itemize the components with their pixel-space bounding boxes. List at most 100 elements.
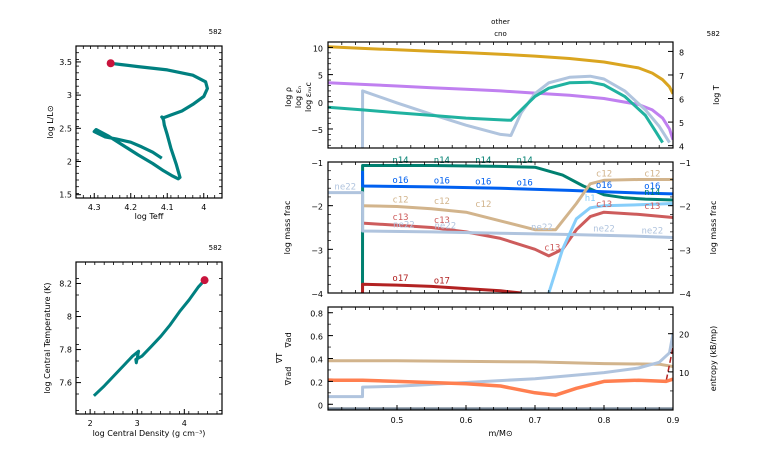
y-tick-label-left: −3 <box>311 246 323 255</box>
line-label-o16: o16 <box>644 182 660 192</box>
series-log-rho <box>328 81 673 141</box>
series-o16 <box>361 170 673 196</box>
y-tick-label: 3 <box>67 91 72 100</box>
line-label-ne22: ne22 <box>393 220 415 230</box>
y-tick-label: 7.6 <box>59 379 72 388</box>
y-axis-title-left: log mass frac <box>283 201 292 255</box>
series-logT <box>328 45 673 95</box>
y-axis-title-right: log T <box>712 85 721 105</box>
axes-frame <box>327 161 674 294</box>
panel-title-other: other <box>491 18 510 26</box>
y-tick-label: 7.8 <box>59 346 72 355</box>
current-model-marker <box>106 59 115 68</box>
profile-top-panel: −5 0 5 10 4 5 6 7 8 other cno 582 log ρ log εₙ log εₙᵤ… <box>284 18 721 152</box>
line-label-c13: c13 <box>434 216 450 226</box>
model-number: 582 <box>209 28 222 36</box>
x-tick-label: 2 <box>88 419 93 428</box>
axes-frame <box>327 41 674 149</box>
series-c13 <box>362 210 673 258</box>
y-tick-label-right: 5 <box>679 119 684 128</box>
x-tick-label: 0.6 <box>460 416 473 425</box>
line-label-ne22: ne22 <box>531 223 553 233</box>
x-tick-label: 4 <box>182 419 187 428</box>
series-log-eps_nuc <box>361 74 671 148</box>
y-axis-title-left: ∇T <box>275 353 284 364</box>
y-tick-label: 1.5 <box>59 191 72 200</box>
y-tick-label-left: 0.4 <box>310 356 323 365</box>
y-tick-label-right: −3 <box>679 246 691 255</box>
line-label-c13: c13 <box>392 213 408 223</box>
x-axis-title: m/M⊙ <box>488 429 512 438</box>
central-track-line <box>92 279 206 397</box>
line-label-o16: o16 <box>596 181 612 191</box>
y-tick-label-right: 6 <box>679 96 684 105</box>
y-tick-label: 3.5 <box>59 58 72 67</box>
line-label-n14: n14 <box>434 156 450 166</box>
y-tick-label-right: 10 <box>679 369 689 378</box>
y-tick-label: 2.5 <box>59 124 72 133</box>
current-model-marker <box>200 276 209 285</box>
y-tick-label: 8 <box>67 313 72 322</box>
model-number: 582 <box>707 30 720 38</box>
line-label-ne22: ne22 <box>641 226 663 236</box>
x-tick-label: 0.9 <box>667 416 680 425</box>
line-label-o16: o16 <box>434 177 450 187</box>
y-tick-label-left: 5 <box>318 72 323 81</box>
line-label-c13: c13 <box>544 244 560 254</box>
y-tick-label-left: 0 <box>318 99 323 108</box>
y-axis-title-left: ∇ad <box>284 332 293 348</box>
y-axis-title-right: log mass frac <box>709 201 718 255</box>
y-axis-title-left: ∇rad <box>284 367 293 387</box>
y-axis-title: log Central Temperature (K) <box>43 282 52 393</box>
y-axis-title-left: log ρ <box>284 87 293 107</box>
line-label-o16: o16 <box>475 178 491 188</box>
y-tick-label-left: −2 <box>311 203 323 212</box>
y-axis-title-left: log εₙ <box>294 86 303 108</box>
y-tick-label-left: 10 <box>313 44 323 53</box>
y-tick-label-right: −4 <box>679 290 691 299</box>
axes-frame <box>327 306 674 411</box>
axes-frame <box>75 261 223 415</box>
line-label-ne22: ne22 <box>593 225 615 235</box>
x-tick-label: 4.1 <box>161 203 174 212</box>
line-label-c12: c12 <box>434 197 450 207</box>
series-log-eps_h <box>328 80 664 144</box>
model-number: 582 <box>209 244 222 252</box>
series-grad_ad <box>328 359 673 368</box>
series-h1 <box>547 202 673 293</box>
axes-frame <box>75 45 223 199</box>
x-tick-label: 0.5 <box>391 416 404 425</box>
line-label-c13: c13 <box>644 202 660 212</box>
y-tick-label-left: −1 <box>311 159 323 168</box>
line-label-c12: c12 <box>596 169 612 179</box>
hr-diagram: 4.3 4.2 4.1 4 1.5 2 2.5 3 3.5 log Teff log L/L⊙ 582 <box>46 28 223 221</box>
panel-title-cno: cno <box>494 30 507 38</box>
y-tick-label-right: 7 <box>679 72 684 81</box>
y-tick-label-left: 0.2 <box>310 378 323 387</box>
y-axis-title-right: entropy (kB/mp) <box>709 326 718 391</box>
x-tick-label: 3 <box>135 419 140 428</box>
series-n14 <box>361 164 673 293</box>
y-tick-label-left: 0 <box>318 401 323 410</box>
x-axis-title: log Central Density (g cm⁻³) <box>93 429 206 438</box>
x-tick-label: 0.8 <box>598 416 611 425</box>
series-grad_rad <box>328 377 673 397</box>
y-tick-label-left: 0.6 <box>310 333 323 342</box>
profile-gradient-panel: 0.5 0.6 0.7 0.8 0.900.20.40.60.81020m/M⊙∇ad∇… <box>275 306 718 438</box>
line-label-c12: c12 <box>392 195 408 205</box>
series-o17 <box>361 282 522 293</box>
y-tick-label-right: 8 <box>679 48 684 57</box>
x-tick-label: 4.3 <box>88 203 101 212</box>
x-tick-label: 4 <box>201 203 206 212</box>
y-tick-label-left: 0.8 <box>310 310 323 319</box>
x-tick-label: 0.7 <box>529 416 542 425</box>
series-entropy <box>328 333 673 399</box>
x-axis-title: log Teff <box>135 212 164 221</box>
line-label-n14: n14 <box>475 156 491 166</box>
line-label-o17: o17 <box>434 276 450 286</box>
y-tick-label-right: 4 <box>679 143 684 152</box>
line-label-ne22: ne22 <box>434 222 456 232</box>
plot-area <box>328 45 673 148</box>
